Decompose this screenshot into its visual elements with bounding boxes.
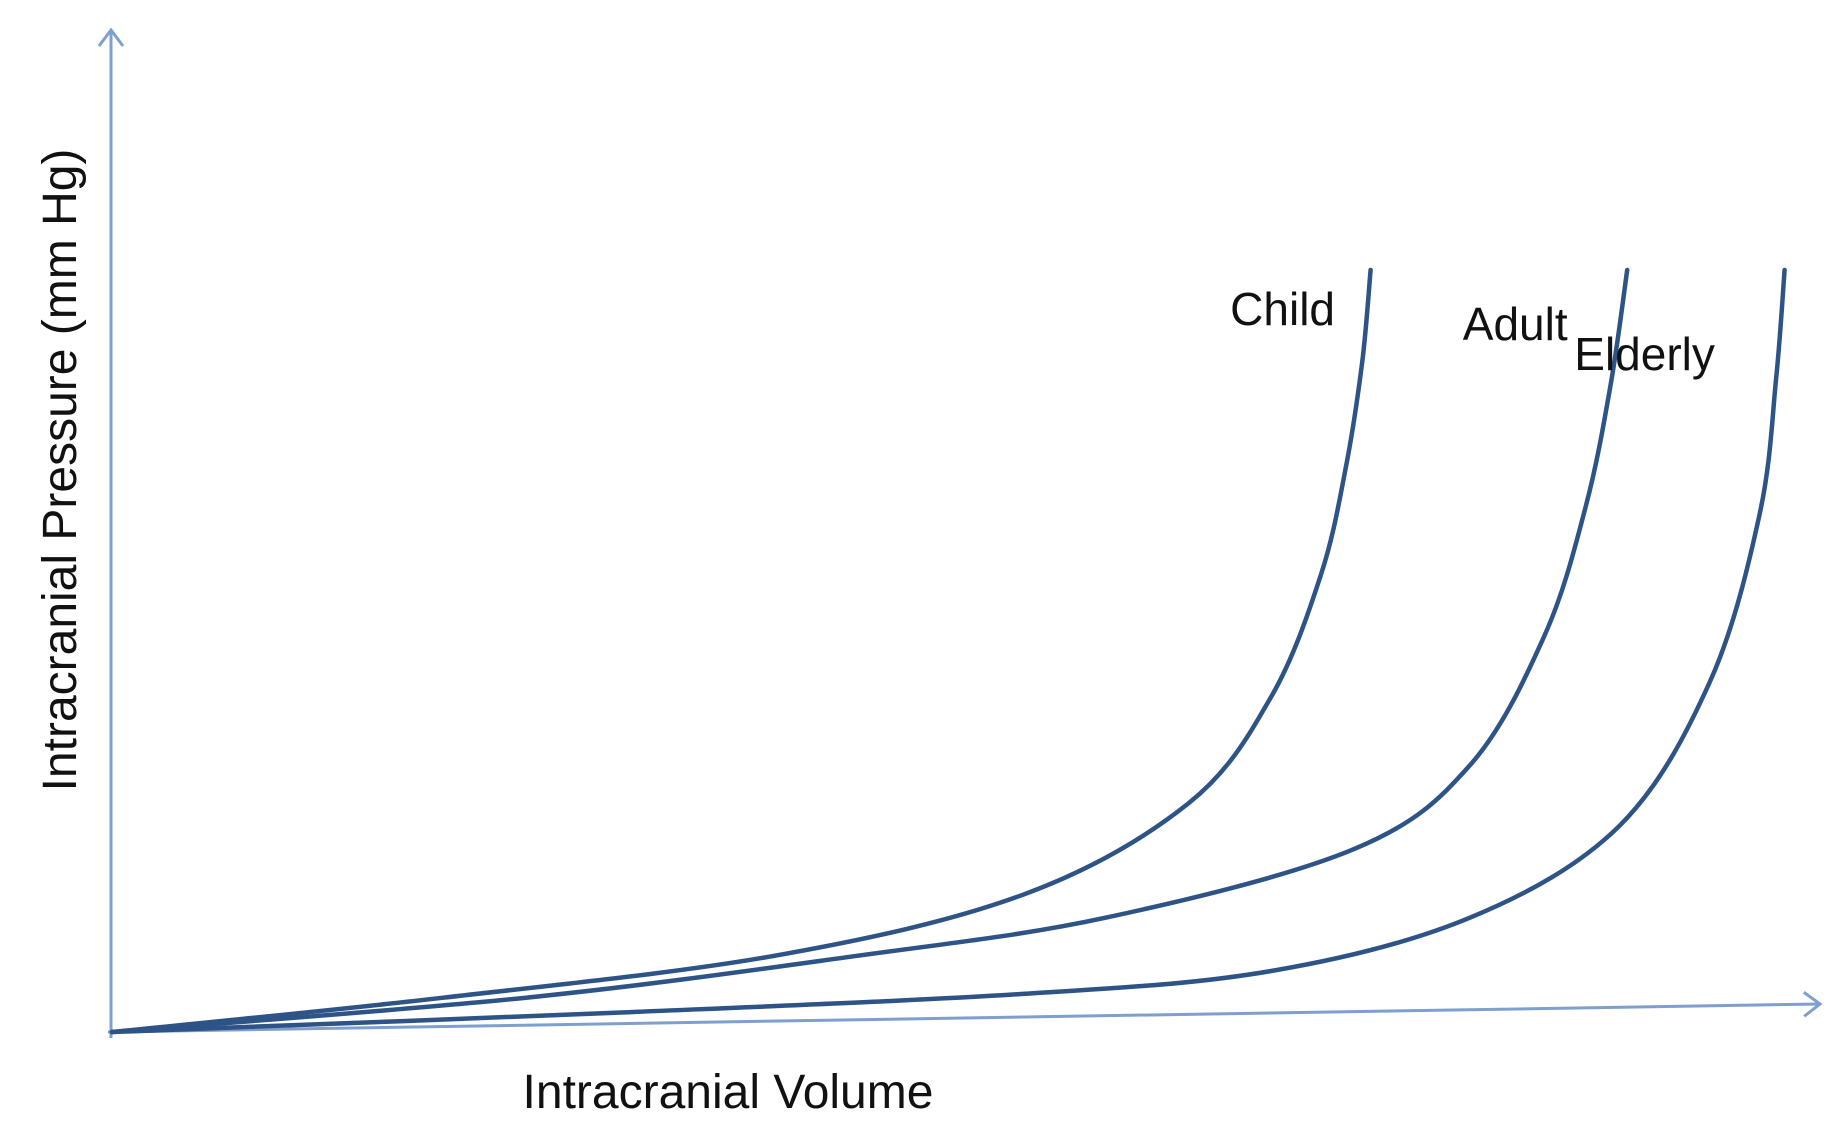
series-line-elderly [109, 267, 1787, 1035]
x-axis-line [107, 1004, 1820, 1034]
y-axis-title: Intracranial Pressure (mm Hg) [34, 149, 87, 792]
series-layer [109, 267, 1787, 1035]
series-label-child: Child [1230, 283, 1335, 335]
series-label-adult: Adult [1463, 298, 1568, 350]
x-axis [107, 1004, 1820, 1034]
series-line-adult [109, 267, 1630, 1035]
series-label-elderly: Elderly [1574, 328, 1715, 380]
series-line-child [109, 267, 1373, 1035]
x-axis-title: Intracranial Volume [523, 1066, 934, 1119]
